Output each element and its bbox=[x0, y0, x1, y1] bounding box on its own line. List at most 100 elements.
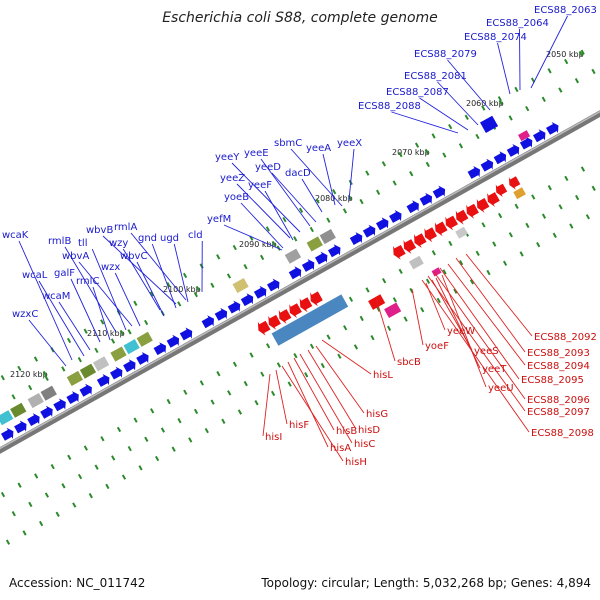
kbp-label: 2120 kbp bbox=[10, 370, 48, 379]
forward-label-leader bbox=[530, 15, 568, 89]
forward-label-leader bbox=[122, 248, 161, 311]
gene-block bbox=[232, 278, 249, 293]
tick-dot bbox=[508, 115, 513, 121]
forward-gene-label: ECS88_2088 bbox=[358, 101, 421, 112]
reverse-label-leader bbox=[307, 349, 357, 430]
tick-dot bbox=[77, 357, 82, 363]
forward-gene-label: ECS88_2074 bbox=[464, 32, 527, 43]
forward-gene-label: dacD bbox=[285, 168, 311, 179]
tick-dot bbox=[453, 288, 458, 294]
tick-dot bbox=[266, 343, 271, 349]
tick-dot bbox=[11, 511, 16, 517]
gene-block bbox=[284, 248, 302, 264]
kbp-label: 2050 kbp bbox=[546, 50, 584, 59]
tick-dot bbox=[492, 241, 497, 247]
tick-dot bbox=[326, 217, 331, 223]
forward-gene-label: ugd bbox=[160, 233, 179, 244]
reverse-cds bbox=[278, 309, 292, 324]
tick-dot bbox=[83, 445, 88, 451]
tick-dot bbox=[469, 279, 475, 285]
forward-label-leader bbox=[437, 81, 479, 126]
tick-dot bbox=[144, 436, 149, 442]
tick-dot bbox=[392, 180, 397, 186]
forward-cds bbox=[96, 374, 110, 387]
tick-dot bbox=[574, 78, 580, 84]
tick-dot bbox=[552, 232, 557, 239]
forward-gene-label: ECS88_2064 bbox=[486, 18, 549, 29]
tick-dot bbox=[436, 297, 441, 304]
forward-label-leader bbox=[264, 190, 294, 241]
forward-gene-label: ECS88_2079 bbox=[414, 49, 477, 60]
tick-dot bbox=[193, 291, 198, 298]
reverse-gene-label: hisL bbox=[373, 370, 393, 381]
forward-label-leader bbox=[519, 28, 521, 91]
reverse-gene-label: ECS88_2094 bbox=[527, 361, 590, 372]
tick-dot bbox=[28, 384, 33, 391]
tick-dot bbox=[232, 361, 238, 368]
forward-gene-label: tll bbox=[78, 238, 87, 249]
tick-dot bbox=[425, 161, 430, 168]
tick-dot bbox=[332, 189, 337, 195]
tick-dot bbox=[227, 390, 232, 396]
gene-block bbox=[368, 294, 386, 310]
forward-cds bbox=[493, 151, 507, 165]
tick-dot bbox=[210, 282, 215, 288]
forward-cds bbox=[267, 278, 280, 292]
tick-dot bbox=[547, 68, 552, 74]
forward-gene-label: yeeF bbox=[248, 180, 272, 191]
gene-block bbox=[123, 339, 140, 355]
tick-dot bbox=[536, 241, 541, 248]
reverse-cds bbox=[508, 176, 521, 190]
tick-dot bbox=[414, 142, 420, 148]
tick-dot bbox=[33, 356, 39, 362]
tick-dot bbox=[61, 483, 66, 489]
reverse-label-leader bbox=[281, 365, 344, 462]
tick-dot bbox=[348, 296, 354, 302]
forward-gene-label: sbmC bbox=[274, 138, 302, 149]
reverse-label-leader bbox=[465, 253, 533, 337]
tick-dot bbox=[243, 264, 248, 270]
reverse-label-leader bbox=[375, 297, 396, 362]
forward-label-leader bbox=[301, 178, 323, 213]
reverse-gene-label: hisH bbox=[345, 457, 367, 468]
tick-dot bbox=[133, 417, 138, 423]
tick-dot bbox=[514, 203, 519, 209]
tick-dot bbox=[61, 366, 66, 372]
forward-cds bbox=[480, 158, 494, 172]
forward-label-leader bbox=[130, 232, 187, 301]
tick-dot bbox=[11, 394, 16, 400]
tick-dot bbox=[39, 520, 44, 527]
tick-dot bbox=[216, 254, 221, 260]
forward-gene-label: yoeB bbox=[224, 192, 249, 203]
tick-dot bbox=[558, 87, 563, 93]
forward-cds bbox=[66, 391, 79, 404]
forward-cds bbox=[546, 122, 559, 135]
tick-dot bbox=[497, 96, 502, 102]
reverse-label-leader bbox=[299, 353, 353, 444]
forward-gene-label: galF bbox=[54, 268, 75, 279]
forward-gene-label: gnd bbox=[138, 233, 157, 244]
tick-dot bbox=[365, 170, 370, 176]
forward-label-leader bbox=[173, 243, 189, 303]
forward-gene-label: ECS88_2081 bbox=[404, 71, 467, 82]
reverse-cds bbox=[476, 198, 490, 213]
gene-block bbox=[319, 229, 336, 245]
forward-gene-label: rmlA bbox=[114, 222, 137, 233]
tick-dot bbox=[0, 375, 5, 381]
tick-dot bbox=[370, 334, 375, 341]
tick-dot bbox=[398, 268, 403, 275]
tick-dot bbox=[232, 244, 237, 251]
forward-cds bbox=[519, 136, 533, 150]
forward-gene-label: ECS88_2087 bbox=[386, 87, 449, 98]
forward-label-leader bbox=[236, 183, 291, 239]
tick-dot bbox=[44, 375, 49, 381]
gene-block bbox=[518, 130, 531, 142]
tick-dot bbox=[531, 194, 536, 200]
tick-dot bbox=[177, 418, 182, 424]
reverse-label-leader bbox=[441, 274, 487, 388]
gene-block bbox=[306, 236, 323, 252]
forward-label-leader bbox=[18, 240, 73, 361]
tick-dot bbox=[564, 58, 569, 65]
tick-dot bbox=[260, 371, 265, 377]
